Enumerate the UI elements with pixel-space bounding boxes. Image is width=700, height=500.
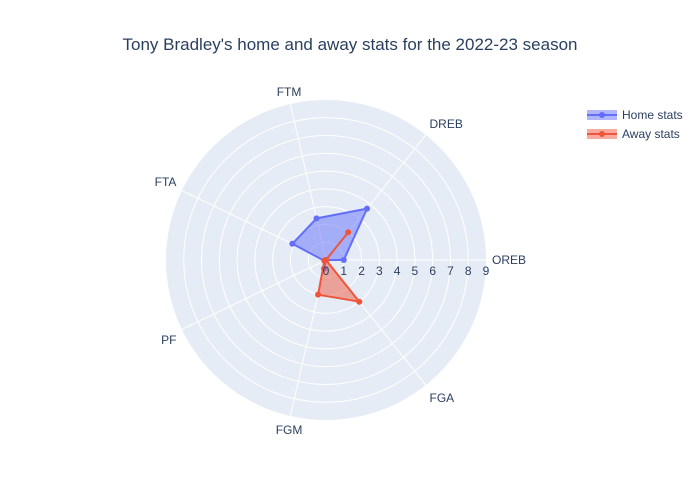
series-1 [315, 229, 363, 305]
category-labels: OREB DREB FTM FTA PF FGM FGA [155, 85, 526, 437]
radial-tick-2: 2 [358, 264, 365, 278]
category-label-pf: PF [161, 333, 176, 347]
data-point-fga[interactable] [356, 298, 363, 305]
data-point-dreb[interactable] [345, 229, 352, 236]
data-point-oreb[interactable] [340, 257, 347, 263]
category-label-dreb: DREB [429, 117, 462, 131]
data-point-ftm[interactable] [313, 215, 320, 222]
legend-label: Away stats [622, 127, 680, 141]
data-point-dreb[interactable] [364, 205, 371, 212]
radial-tick-8: 8 [465, 264, 472, 278]
spoke-pf [181, 259, 327, 330]
radial-tick-4: 4 [394, 264, 401, 278]
legend-item-0[interactable]: Home stats [587, 108, 683, 122]
category-label-fga: FGA [429, 391, 454, 405]
category-label-fgm: FGM [276, 423, 303, 437]
data-point-pf[interactable] [321, 257, 328, 264]
data-point-fgm[interactable] [315, 291, 322, 298]
data-point-fta[interactable] [289, 240, 296, 247]
series-layer [289, 205, 371, 305]
radial-tick-9: 9 [483, 264, 490, 278]
chart-title: Tony Bradley's home and away stats for t… [123, 35, 578, 54]
legend-item-1[interactable]: Away stats [587, 127, 680, 141]
legend-label: Home stats [622, 108, 683, 122]
radial-tick-0: 0 [323, 264, 330, 278]
legend-marker [599, 112, 605, 118]
radial-tick-1: 1 [340, 264, 347, 278]
radial-tick-7: 7 [447, 264, 454, 278]
legend[interactable]: Home stats Away stats [587, 108, 683, 141]
radial-tick-6: 6 [429, 264, 436, 278]
category-label-ftm: FTM [277, 85, 302, 99]
radial-tick-5: 5 [412, 264, 419, 278]
category-label-oreb: OREB [492, 253, 526, 267]
radial-tick-3: 3 [376, 264, 383, 278]
legend-marker [599, 131, 605, 137]
category-label-fta: FTA [155, 175, 177, 189]
